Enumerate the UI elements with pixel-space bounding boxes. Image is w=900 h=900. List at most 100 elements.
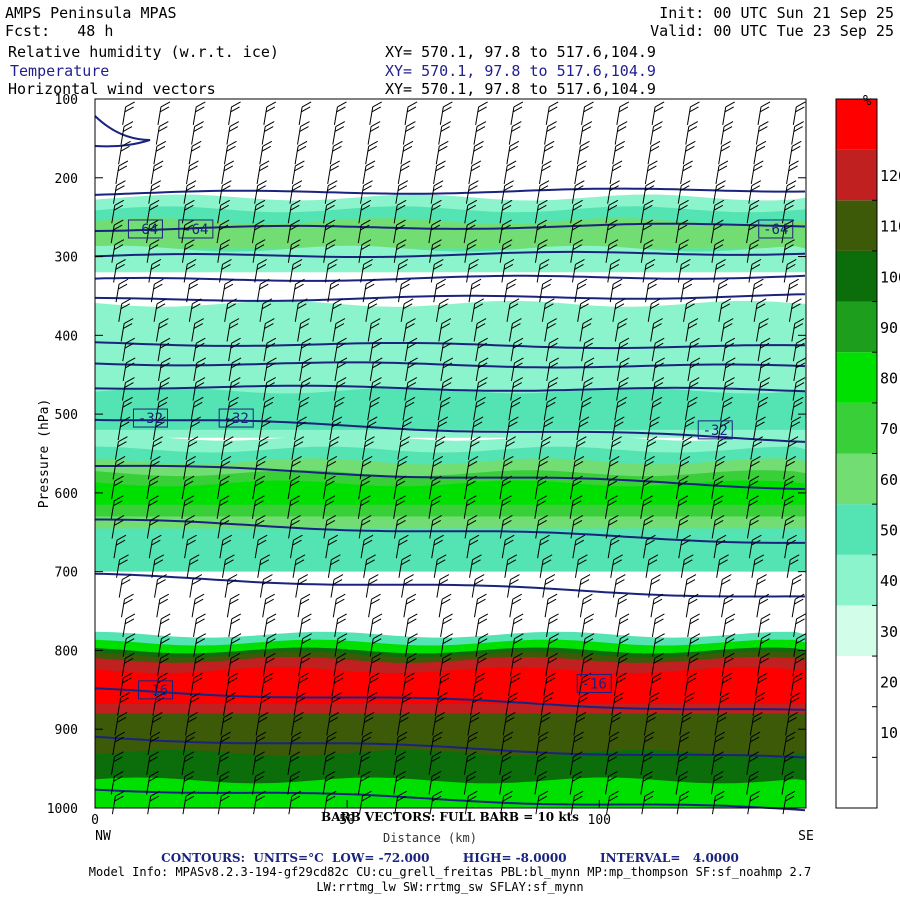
wind-barb-staff: [262, 599, 267, 618]
wind-barb-flag: [645, 455, 655, 462]
wind-barb-staff: [360, 264, 365, 283]
wind-barb-flag: [614, 421, 624, 428]
field-rh-xy: XY= 570.1, 97.8 to 517.6,104.9: [385, 43, 656, 61]
wind-barb-staff: [360, 540, 365, 559]
wind-barb-flag: [652, 126, 662, 133]
wind-barb-flag: [505, 716, 515, 723]
wind-barb-flag: [370, 121, 381, 128]
wind-barb-flag: [113, 219, 124, 226]
wind-barb-staff: [581, 618, 586, 638]
wind-barb-flag: [222, 534, 233, 541]
wind-barb-flag: [194, 382, 205, 389]
wind-barb-staff: [713, 264, 718, 283]
wind-barb-staff: [291, 441, 296, 460]
wind-barb-flag: [678, 795, 689, 802]
wind-barb-flag: [402, 303, 413, 310]
wind-barb-flag: [750, 460, 760, 467]
wind-barb-flag: [291, 460, 301, 467]
wind-barb-staff: [110, 224, 115, 244]
wind-barb-flag: [647, 559, 658, 566]
wind-barb-flag: [152, 441, 162, 448]
wind-barb-staff: [258, 421, 263, 441]
wind-barb-flag: [581, 672, 592, 679]
wind-barb-flag: [644, 790, 655, 797]
wind-barb-flag: [579, 579, 590, 585]
wind-barb-staff: [332, 126, 337, 145]
contour-label-text: -32: [703, 423, 728, 439]
wind-barb-flag: [370, 396, 380, 403]
contour-label: -32: [132, 408, 168, 428]
wind-barb-staff: [609, 441, 614, 460]
wind-barb-staff: [333, 658, 338, 677]
wind-barb-staff: [365, 303, 370, 322]
wind-barb-flag: [398, 539, 408, 546]
wind-barb-staff: [544, 323, 549, 342]
wind-barb-flag: [360, 500, 370, 507]
wind-barb-flag: [574, 185, 584, 192]
wind-barb-flag: [616, 677, 626, 684]
wind-barb-flag: [300, 121, 310, 128]
wind-barb-staff: [677, 185, 682, 204]
wind-barb-flag: [325, 495, 336, 502]
wind-barb-staff: [146, 244, 151, 263]
wind-barb-flag: [760, 362, 770, 369]
contour-label: -64: [758, 219, 794, 239]
wind-barb-flag: [432, 736, 442, 743]
wind-barb-flag: [654, 377, 665, 384]
wind-barb-staff: [569, 480, 574, 500]
wind-barb-staff: [783, 264, 788, 283]
wind-barb-flag: [190, 145, 201, 152]
wind-barb-flag: [715, 731, 726, 738]
wind-barb-staff: [402, 677, 407, 697]
wind-barb-flag: [300, 382, 311, 389]
wind-barb-staff: [289, 185, 294, 204]
wind-barb-staff: [147, 461, 152, 480]
wind-barb-flag: [611, 165, 622, 172]
wind-barb-flag: [292, 455, 302, 462]
wind-barb-flag: [643, 475, 654, 482]
wind-barb-staff: [546, 638, 551, 657]
wind-barb-flag: [434, 716, 444, 723]
wind-barb-staff: [228, 362, 233, 381]
wind-barb-flag: [337, 633, 348, 640]
wind-barb-flag: [758, 598, 769, 605]
wind-barb-staff: [545, 106, 550, 125]
wind-barb-flag: [748, 204, 759, 211]
wind-barb-flag: [324, 776, 335, 782]
wind-barb-staff: [499, 205, 504, 224]
temperature-contour-line: [94, 361, 806, 369]
wind-barb-flag: [258, 441, 268, 448]
wind-barb-flag: [330, 559, 340, 566]
wind-barb-flag: [652, 672, 662, 679]
wind-barb-flag: [403, 579, 413, 585]
wind-barb-staff: [574, 165, 579, 185]
wind-barb-flag: [404, 677, 414, 684]
wind-barb-column: [781, 101, 807, 815]
wind-barb-flag: [547, 593, 558, 600]
wind-barb-flag: [471, 436, 481, 443]
wind-barb-flag: [722, 126, 733, 133]
contour-label-text: -32: [224, 411, 249, 427]
wind-barb-flag: [266, 337, 277, 344]
wind-barb-column: [110, 101, 136, 815]
wind-barb-staff: [287, 500, 292, 519]
wind-barb-staff: [439, 382, 444, 401]
wind-barb-flag: [291, 515, 301, 521]
wind-barb-flag: [255, 219, 265, 226]
wind-barb-staff: [323, 244, 328, 263]
wind-barb-flag: [295, 278, 305, 285]
wind-barb-flag: [219, 756, 229, 763]
wind-barb-flag: [291, 736, 301, 743]
wind-barb-flag: [511, 672, 521, 679]
wind-barb-column: [146, 101, 171, 815]
wind-barb-staff: [228, 106, 233, 125]
wind-barb-flag: [121, 574, 132, 580]
wind-barb-flag: [298, 677, 308, 684]
wind-barb-flag: [407, 377, 418, 384]
wind-barb-flag: [643, 204, 653, 211]
wind-barb-flag: [584, 377, 594, 384]
wind-barb-staff: [151, 559, 156, 578]
wind-barb-flag: [714, 751, 724, 758]
wind-barb-flag: [120, 303, 131, 310]
wind-barb-flag: [615, 140, 626, 147]
